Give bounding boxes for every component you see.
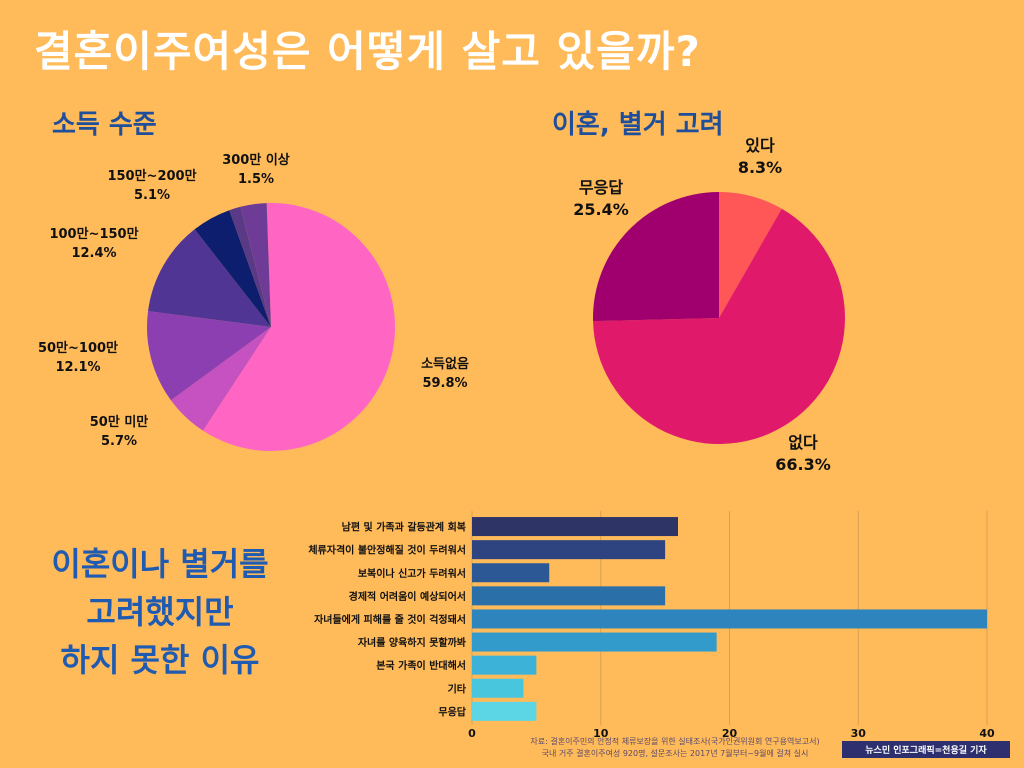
bar [472,655,537,675]
divorce-chart-title: 이혼, 별거 고려 [552,110,724,140]
bar-title-line-2: 고려했지만 [86,593,234,631]
divorce-pie-slice-value: 25.4% [573,200,629,219]
income-pie-slice [229,206,271,327]
income-pie-slice-value: 12.4% [71,246,116,261]
income-chart-title: 소득 수준 [52,110,157,140]
income-pie-slice-label: 300만 이상 [222,152,290,168]
income-pie-slice-value: 59.8% [422,376,467,391]
source-line-1: 자료: 결혼이주민의 안정적 체류보장을 위한 실태조사(국가인권위원회 연구용… [530,737,820,746]
income-pie-slice [170,327,271,431]
bar-category-label: 무응답 [438,706,466,718]
divorce-pie-slice [719,192,782,318]
divorce-pie-slice-label: 없다 [788,433,818,452]
income-pie-slice [202,203,396,452]
income-pie-slice-value: 5.1% [134,188,170,203]
income-pie-slice [148,229,271,327]
income-pie-slice-label: 소득없음 [421,356,469,372]
income-pie-slice-value: 5.7% [101,434,137,449]
income-pie-slice [194,210,271,327]
bar-category-label: 본국 가족이 반대해서 [376,659,466,672]
income-pie-slice-label: 50만~100만 [38,340,118,356]
bar [472,563,550,583]
income-pie-slice [146,311,271,401]
bar [472,586,666,606]
bar-category-label: 자녀들에게 피해를 줄 것이 걱정돼서 [314,613,466,626]
bar-x-tick-label: 20 [722,727,738,740]
bar-x-tick-label: 10 [593,727,609,740]
divorce-pie-slice-label: 무응답 [579,178,623,197]
income-pie-slice-label: 150만~200만 [107,168,196,184]
bar [472,701,537,721]
bar-category-label: 보복이나 신고가 두려워서 [358,567,466,580]
divorce-pie-slice-value: 8.3% [738,158,782,177]
bar [472,609,987,629]
page-title: 결혼이주여성은 어떻게 살고 있을까? [34,27,701,76]
bar-category-label: 기타 [448,682,467,695]
bar [472,517,678,537]
bar-title-line-3: 하지 못한 이유 [60,641,260,679]
bar [472,678,524,698]
divorce-pie-slice-value: 66.3% [775,455,831,474]
source-note: 자료: 결혼이주민의 안정적 체류보장을 위한 실태조사(국가인권위원회 연구용… [520,736,830,760]
bar-category-label: 남편 및 가족과 갈등관계 회복 [342,521,466,534]
income-pie-slice [240,203,271,327]
income-pie-slice-value: 1.5% [238,172,274,187]
income-pie-slice-label: 100만~150만 [49,226,138,242]
source-line-2: 국내 거주 결혼이주여성 920명, 설문조사는 2017년 7월부터~9월에 … [541,749,809,758]
bar [472,540,666,560]
bar [472,632,717,652]
bar-chart-title: 이혼이나 별거를 고려했지만 하지 못한 이유 [20,540,300,684]
divorce-pie-slice [593,192,719,322]
bar-x-tick-label: 30 [851,727,867,740]
bar-x-tick-label: 40 [979,727,995,740]
bar-category-label: 체류자격이 불안정해질 것이 두려워서 [308,544,466,557]
credit-badge: 뉴스민 인포그래픽=천용길 기자 [842,741,1010,758]
divorce-pie-slice [593,208,846,445]
bar-category-label: 경제적 어려움이 예상되어서 [349,590,466,603]
bar-title-line-1: 이혼이나 별거를 [51,545,269,583]
income-pie-slice-value: 12.1% [55,360,100,375]
income-pie-slice-label: 50만 미만 [90,414,149,430]
bar-x-tick-label: 0 [468,727,476,740]
divorce-pie-slice-label: 있다 [745,136,775,155]
bar-category-label: 자녀를 양육하지 못할까봐 [358,636,467,649]
